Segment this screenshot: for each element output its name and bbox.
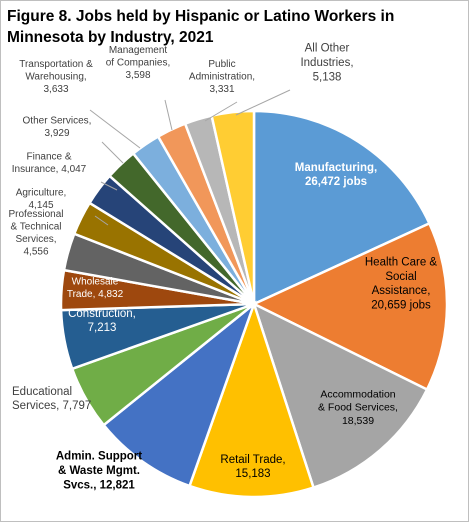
data-label-educational-services: Educational Services, 7,797 (12, 386, 91, 412)
data-label-agriculture: Agriculture, 4,145 (16, 187, 67, 211)
data-label-retail-trade: Retail Trade, 15,183 (220, 454, 285, 480)
data-label-manufacturing: Manufacturing, 26,472 jobs (295, 162, 377, 188)
pie-slice-health-care-social-assistance (251, 221, 449, 392)
leader-line (100, 181, 118, 191)
leader-line (164, 99, 173, 131)
pie-slice-manufacturing (252, 109, 432, 306)
leader-line (204, 101, 238, 122)
data-label-health-care-social-assistance: Health Care & Social Assistance, 20,659 job… (365, 257, 438, 312)
leader-line (101, 141, 124, 164)
leader-line (94, 215, 109, 226)
data-label-all-other-industries: All Other Industries, 5,138 (300, 43, 353, 84)
pie-slice-retail-trade (187, 300, 316, 499)
data-label-public-administration: Public Administration, 3,331 (189, 59, 255, 95)
data-label-professional-technical-services: Professional & Technical Services, 4,556 (8, 209, 63, 257)
data-label-finance-insurance: Finance & Insurance, 4,047 (12, 151, 87, 175)
data-label-construction: Construction, 7,213 (68, 308, 136, 334)
pie-slice-admin-support-waste-mgmt-svcs (101, 300, 257, 488)
leader-line (235, 89, 291, 116)
data-label-wholesale-trade: Wholesale Trade, 4,832 (67, 276, 124, 300)
leader-line (89, 109, 141, 149)
data-label-transportation-warehousing: Transportation & Warehousing, 3,633 (19, 59, 93, 95)
data-label-accommodation-food-services: Accommodation & Food Services, 18,539 (318, 389, 398, 427)
data-label-management-of-companies: Management of Companies, 3,598 (106, 45, 170, 81)
data-label-other-services: Other Services, 3,929 (23, 115, 92, 139)
data-label-admin-support-waste-mgmt-svcs: Admin. Support & Waste Mgmt. Svcs., 12,821 (56, 451, 142, 492)
pie-slice-accommodation-food-services (251, 301, 429, 490)
chart-title: Figure 8. Jobs held by Hispanic or Latin… (7, 8, 395, 46)
pie-slice-all-other-industries (210, 109, 256, 305)
